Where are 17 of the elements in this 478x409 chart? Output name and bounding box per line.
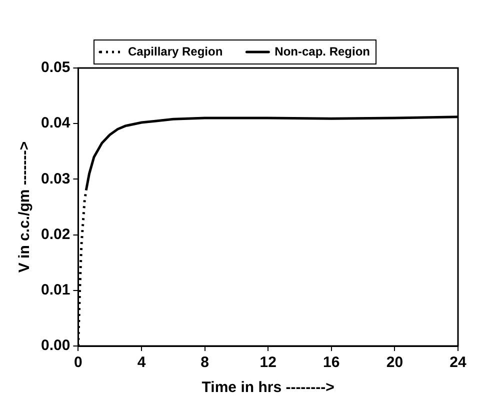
y-axis-title: V in c.c./gm ------->	[16, 141, 34, 273]
x-tick-label: 8	[200, 354, 209, 372]
y-tick-label: 0.00	[40, 337, 70, 354]
x-tick-label: 24	[450, 354, 467, 372]
x-tick-label: 12	[260, 354, 276, 372]
x-tick-label: 16	[323, 354, 340, 372]
y-tick-label: 0.03	[40, 170, 70, 188]
legend-label: Capillary Region	[128, 44, 223, 58]
legend-label: Non-cap. Region	[274, 44, 370, 58]
x-tick-label: 4	[137, 354, 146, 372]
y-tick-label: 0.05	[40, 59, 70, 76]
y-tick-label: 0.04	[40, 114, 71, 132]
x-axis-title: Time in hrs -------->	[202, 379, 335, 396]
y-tick-label: 0.02	[40, 226, 70, 243]
x-tick-label: 0	[74, 354, 82, 372]
x-tick-label: 20	[386, 354, 404, 372]
y-tick-label: 0.01	[40, 282, 70, 299]
